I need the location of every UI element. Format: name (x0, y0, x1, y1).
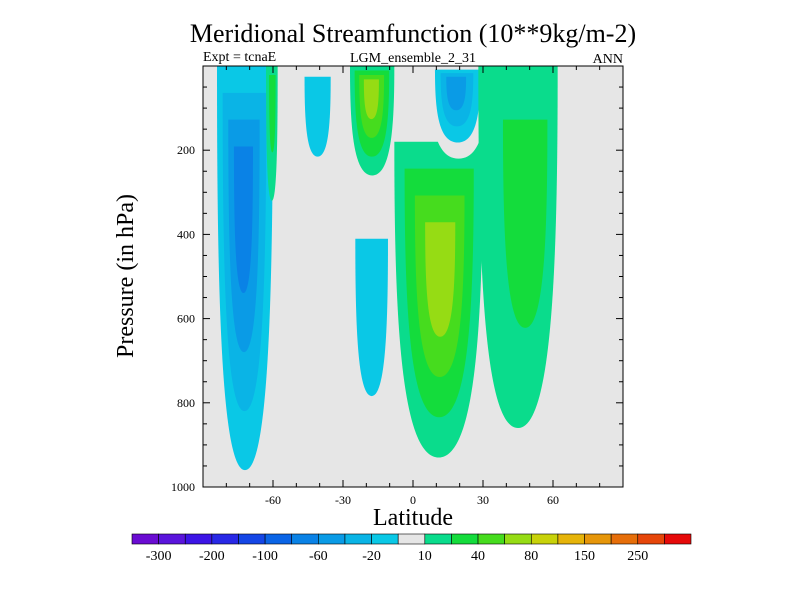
north-polar-negative-cell-band (564, 66, 600, 235)
north-ferrel-positive-cell-band (502, 119, 548, 328)
x-axis: -60 -30 0 30 60 (225, 66, 601, 507)
x-tick-label: -30 (335, 493, 351, 507)
colorbar-label: 10 (418, 549, 432, 564)
colorbar-swatch (371, 533, 399, 545)
colorbar-swatch (610, 533, 639, 545)
x-axis-label: Latitude (373, 505, 453, 531)
equatorial-positive-cell (394, 141, 483, 458)
colorbar-swatch (664, 533, 692, 545)
south-midlat-negative-cell (296, 66, 343, 205)
south-upper-positive-cell (350, 66, 395, 176)
x-tick-label: 60 (547, 493, 559, 507)
colorbar-swatch (584, 533, 612, 545)
colorbar-label: -60 (309, 549, 328, 564)
colorbar-swatch (637, 533, 665, 545)
south-polar-cell (217, 66, 273, 471)
y-tick-label: 800 (177, 396, 195, 410)
colorbar-swatch (131, 533, 159, 545)
colorbar-swatch (291, 533, 319, 545)
colorbar-swatch (530, 533, 559, 545)
x-tick-label: 0 (410, 493, 416, 507)
tropical-negative-cell-band (355, 238, 388, 397)
colorbar-label: -300 (146, 549, 172, 564)
south-upper-positive-cell-band (363, 79, 379, 120)
colorbar-swatch (451, 533, 479, 545)
y-axis-label: Pressure (in hPa) (113, 194, 139, 358)
south-polar-cell-band (233, 146, 253, 294)
colorbar-swatch (318, 533, 346, 545)
colorbar-swatch (158, 533, 186, 545)
contour-fill-layer (217, 66, 600, 471)
north-polar-negative-cell (564, 66, 600, 235)
colorbar-label: -20 (362, 549, 381, 564)
colorbar-swatch (184, 533, 213, 545)
north-ferrel-positive-cell (478, 66, 558, 429)
colorbar-swatch (238, 533, 266, 545)
y-tick-label: 600 (177, 312, 195, 326)
y-tick-label: 200 (177, 143, 195, 157)
north-upper-negative-cell-band (446, 76, 467, 111)
colorbar-swatch (477, 533, 505, 545)
x-tick-label: -60 (265, 493, 281, 507)
y-tick-label: 400 (177, 227, 195, 241)
colorbar-label: 40 (471, 549, 485, 564)
chart-title: Meridional Streamfunction (10**9kg/m-2) (190, 19, 636, 48)
colorbar-swatch (504, 533, 532, 545)
subtitle-left: Expt = tcnaE (203, 50, 276, 65)
subtitle-center: LGM_ensemble_2_31 (350, 51, 476, 66)
colorbar-label: 150 (574, 549, 595, 564)
colorbar-label: 80 (524, 549, 538, 564)
colorbar-swatch (424, 533, 452, 545)
south-minor-positive-cell-band (269, 74, 276, 153)
colorbar-label: -100 (252, 549, 278, 564)
south-minor-positive-cell (266, 66, 278, 201)
colorbar-swatch (557, 533, 585, 545)
south-midlat-negative-cell-band (304, 76, 331, 157)
x-tick-label: 30 (477, 493, 489, 507)
colorbar-swatch (397, 533, 426, 545)
colorbar-swatch (264, 533, 293, 545)
colorbar-swatch (211, 533, 239, 545)
tropical-negative-cell (343, 179, 402, 454)
equatorial-positive-cell-band (425, 222, 456, 337)
subtitle-right: ANN (593, 52, 623, 67)
colorbar: -300 -200 -100 -60 -20 10 40 80 150 250 (131, 533, 692, 564)
y-tick-label: 1000 (171, 480, 195, 494)
colorbar-label: -200 (199, 549, 225, 564)
y-axis: 200 400 600 800 1000 (171, 86, 623, 494)
plot-area: -60 -30 0 30 60 200 400 600 800 1000 (171, 65, 624, 507)
colorbar-swatch (344, 533, 372, 545)
north-upper-negative-cell (429, 66, 488, 159)
colorbar-label: 250 (627, 549, 648, 564)
